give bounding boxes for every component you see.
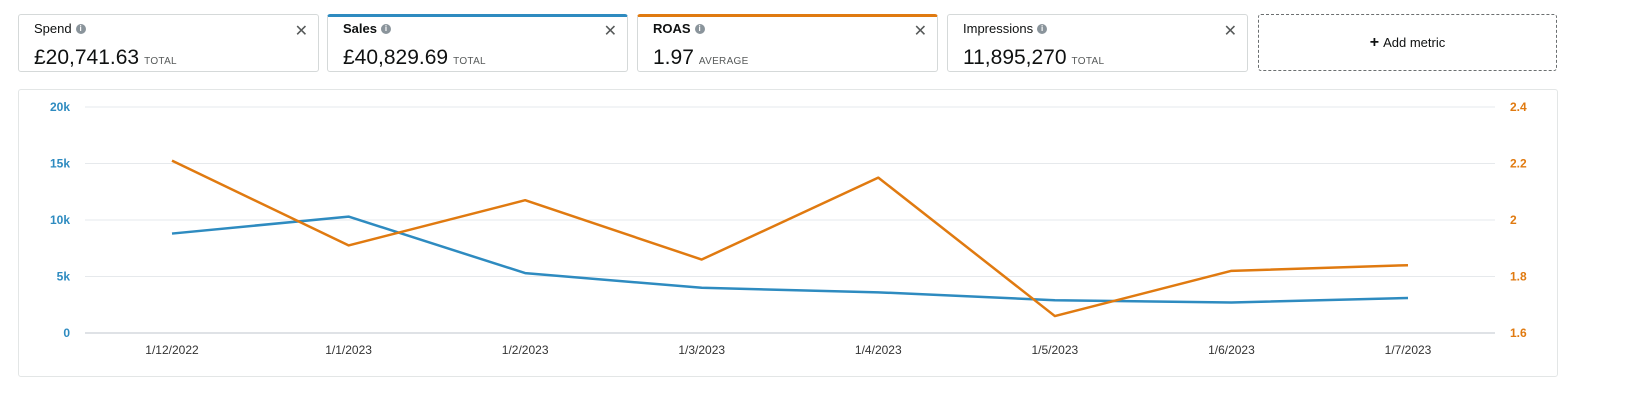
x-tick-label: 1/7/2023 bbox=[1385, 343, 1432, 357]
y-left-tick-label: 5k bbox=[57, 270, 71, 284]
close-icon[interactable]: ✕ bbox=[913, 23, 927, 40]
close-icon[interactable]: ✕ bbox=[1223, 23, 1237, 40]
y-right-tick-label: 1.6 bbox=[1510, 326, 1527, 340]
metric-card-sales[interactable]: Sales i £40,829.69 TOTAL ✕ bbox=[327, 14, 628, 72]
metric-name: Sales i bbox=[343, 21, 391, 36]
x-tick-label: 1/2/2023 bbox=[502, 343, 549, 357]
metric-value: 1.97 bbox=[653, 46, 694, 69]
metric-value-row: 1.97 AVERAGE bbox=[653, 46, 749, 70]
series-line-sales bbox=[171, 215, 1409, 304]
x-tick-label: 1/3/2023 bbox=[678, 343, 725, 357]
x-tick-label: 1/1/2023 bbox=[325, 343, 372, 357]
metric-label: ROAS bbox=[653, 21, 691, 36]
y-right-tick-label: 1.8 bbox=[1510, 270, 1527, 284]
y-right-tick-label: 2.4 bbox=[1510, 100, 1527, 114]
y-right-tick-label: 2.2 bbox=[1510, 157, 1527, 171]
metric-aggregation: TOTAL bbox=[1071, 56, 1105, 67]
close-icon[interactable]: ✕ bbox=[294, 23, 308, 40]
y-left-tick-label: 10k bbox=[50, 213, 70, 227]
chart-panel bbox=[18, 89, 1558, 377]
metric-value-row: £20,741.63 TOTAL bbox=[34, 46, 177, 70]
x-tick-label: 1/4/2023 bbox=[855, 343, 902, 357]
metric-value-row: £40,829.69 TOTAL bbox=[343, 46, 486, 70]
x-tick-label: 1/5/2023 bbox=[1031, 343, 1078, 357]
metric-label: Sales bbox=[343, 21, 377, 36]
info-icon[interactable]: i bbox=[75, 23, 86, 34]
metric-value: £40,829.69 bbox=[343, 46, 449, 69]
info-icon[interactable]: i bbox=[694, 23, 705, 34]
series-line-roas bbox=[171, 159, 1409, 318]
metric-name: ROAS i bbox=[653, 21, 705, 36]
y-right-tick-label: 2 bbox=[1510, 213, 1517, 227]
info-icon[interactable]: i bbox=[1037, 23, 1048, 34]
add-metric-button[interactable]: + Add metric bbox=[1258, 14, 1557, 71]
y-left-tick-label: 0 bbox=[63, 326, 70, 340]
plus-icon: + bbox=[1369, 33, 1380, 51]
info-icon[interactable]: i bbox=[380, 23, 391, 34]
metric-aggregation: TOTAL bbox=[144, 56, 177, 67]
metric-aggregation: AVERAGE bbox=[698, 56, 749, 67]
x-tick-label: 1/6/2023 bbox=[1208, 343, 1255, 357]
metric-card-roas[interactable]: ROAS i 1.97 AVERAGE ✕ bbox=[637, 14, 938, 72]
metric-aggregation: TOTAL bbox=[453, 56, 486, 67]
metric-card-impressions[interactable]: Impressions i 11,895,270 TOTAL ✕ bbox=[947, 14, 1248, 72]
metric-value: 11,895,270 bbox=[963, 46, 1067, 69]
metric-value: £20,741.63 bbox=[34, 46, 140, 69]
y-left-tick-label: 20k bbox=[50, 100, 70, 114]
metric-label: Spend bbox=[34, 21, 72, 36]
add-metric-label: Add metric bbox=[1383, 35, 1446, 50]
close-icon[interactable]: ✕ bbox=[603, 23, 617, 40]
metric-value-row: 11,895,270 TOTAL bbox=[963, 46, 1104, 70]
y-left-tick-label: 15k bbox=[50, 157, 70, 171]
metric-name: Impressions i bbox=[963, 21, 1048, 36]
metric-name: Spend i bbox=[34, 21, 86, 36]
metric-label: Impressions bbox=[963, 21, 1034, 36]
x-tick-label: 1/12/2022 bbox=[145, 343, 199, 357]
metric-card-spend[interactable]: Spend i £20,741.63 TOTAL ✕ bbox=[18, 14, 319, 72]
